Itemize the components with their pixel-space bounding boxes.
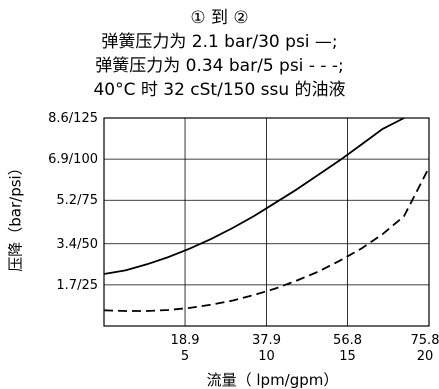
y-tick-label-1: 3.4/50 <box>56 237 98 252</box>
series-line-solid <box>103 117 405 275</box>
plot-frame <box>103 117 430 327</box>
x-tick-label-lpm-1: 37.9 <box>252 333 281 348</box>
y-tick-label-2: 5.2/75 <box>56 193 98 208</box>
series-group <box>103 117 430 312</box>
chart-title-line-1: ① 到 ② <box>190 8 249 28</box>
y-tick-label-4: 8.6/125 <box>48 111 98 126</box>
x-tick-label-lpm-2: 56.8 <box>333 333 362 348</box>
chart-title-line-3: 弹簧压力为 0.34 bar/5 psi - - -; <box>95 56 344 76</box>
y-tick-labels: 1.7/25 3.4/50 5.2/75 6.9/100 8.6/125 <box>48 111 98 293</box>
chart-title-line-4: 40°C 时 32 cSt/150 ssu 的油液 <box>93 80 346 100</box>
x-tick-label-lpm-0: 18.9 <box>171 333 200 348</box>
x-tick-label-gpm-2: 15 <box>339 349 356 364</box>
x-tick-label-gpm-3: 20 <box>417 349 434 364</box>
x-axis-label: 流量（ lpm/gpm） <box>207 371 339 389</box>
chart-title-line-2: 弹簧压力为 2.1 bar/30 psi —; <box>101 32 338 52</box>
y-tick-label-0: 1.7/25 <box>56 278 98 293</box>
y-axis-label: 压降（bar/psi） <box>7 160 25 271</box>
x-tick-label-gpm-1: 10 <box>258 349 275 364</box>
grid <box>104 118 429 326</box>
x-tick-label-gpm-0: 5 <box>181 349 189 364</box>
x-tick-labels: 18.95 37.910 56.815 75.820 <box>171 333 439 364</box>
series-line-dashed <box>103 167 430 312</box>
y-tick-label-3: 6.9/100 <box>48 152 98 167</box>
x-tick-label-lpm-3: 75.8 <box>411 333 439 348</box>
